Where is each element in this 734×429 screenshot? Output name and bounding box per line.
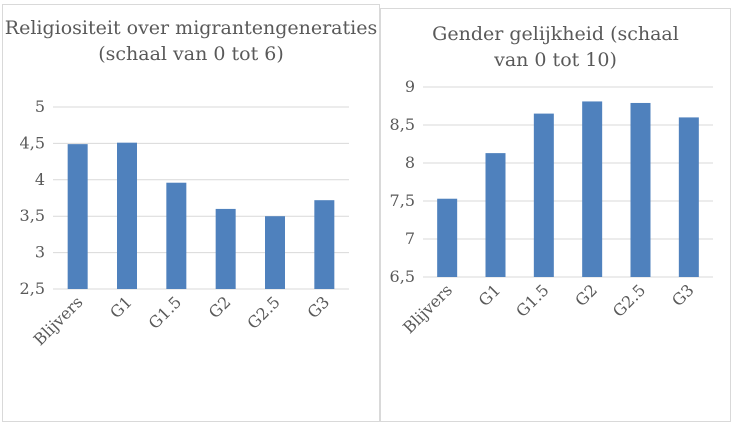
religiositeit-bar-chart: 2,5 3 3,5 4 4,5 5 Blijvers G1 G1.5 G2 G2.5 G3 <box>20 97 349 349</box>
y-tick-label: 3,5 <box>20 206 45 225</box>
y-tick-label: 7 <box>405 229 415 248</box>
bar <box>67 144 88 289</box>
y-tick-label: 5 <box>35 97 45 116</box>
bar <box>314 200 335 289</box>
chart-title: Religiositeit over migrantengeneraties (… <box>4 17 378 65</box>
x-tick-label: G3 <box>668 280 698 310</box>
x-tick-label: G2 <box>571 280 601 310</box>
bar <box>117 142 137 289</box>
bar <box>437 198 458 277</box>
x-tick-label: Blijvers <box>30 292 87 349</box>
y-tick-label: 3 <box>35 243 45 262</box>
y-tick-label: 8,5 <box>390 115 415 134</box>
x-tick-label: G3 <box>303 292 333 322</box>
gender-bar-chart: 6,5 7 7,5 8 8,5 9 Blijvers G1 G1.5 G2 G2.5 G3 <box>390 77 713 337</box>
y-tick-label: 7,5 <box>390 191 415 210</box>
x-tick-label: G1 <box>106 292 136 322</box>
y-tick-label: 9 <box>405 77 415 96</box>
x-tick-label: Blijvers <box>399 280 456 337</box>
chart-panel-gender: Gender gelijkheid (schaal van 0 tot 10) … <box>380 8 731 422</box>
y-tick-label: 6,5 <box>390 267 415 286</box>
bar <box>533 113 554 277</box>
bar <box>582 101 603 277</box>
y-tick-label: 4 <box>35 170 45 189</box>
x-tick-label: G1.5 <box>145 292 185 332</box>
bar <box>265 216 285 289</box>
bar <box>630 102 651 278</box>
bar <box>678 117 699 278</box>
x-tick-label: G2.5 <box>243 292 283 332</box>
x-tick-label: G2.5 <box>609 280 649 320</box>
y-tick-label: 2,5 <box>20 279 45 298</box>
x-tick-label: G1 <box>475 280 505 310</box>
x-tick-label: G1.5 <box>512 280 552 320</box>
bar <box>215 208 236 289</box>
bar <box>166 182 187 289</box>
chart-panel-religiositeit: Religiositeit over migrantengeneraties (… <box>2 4 380 422</box>
x-tick-label: G2 <box>205 292 235 322</box>
bar <box>485 153 506 277</box>
y-tick-label: 8 <box>405 153 415 172</box>
y-tick-label: 4,5 <box>20 133 45 152</box>
chart-title: Gender gelijkheid (schaal van 0 tot 10) <box>432 23 679 71</box>
